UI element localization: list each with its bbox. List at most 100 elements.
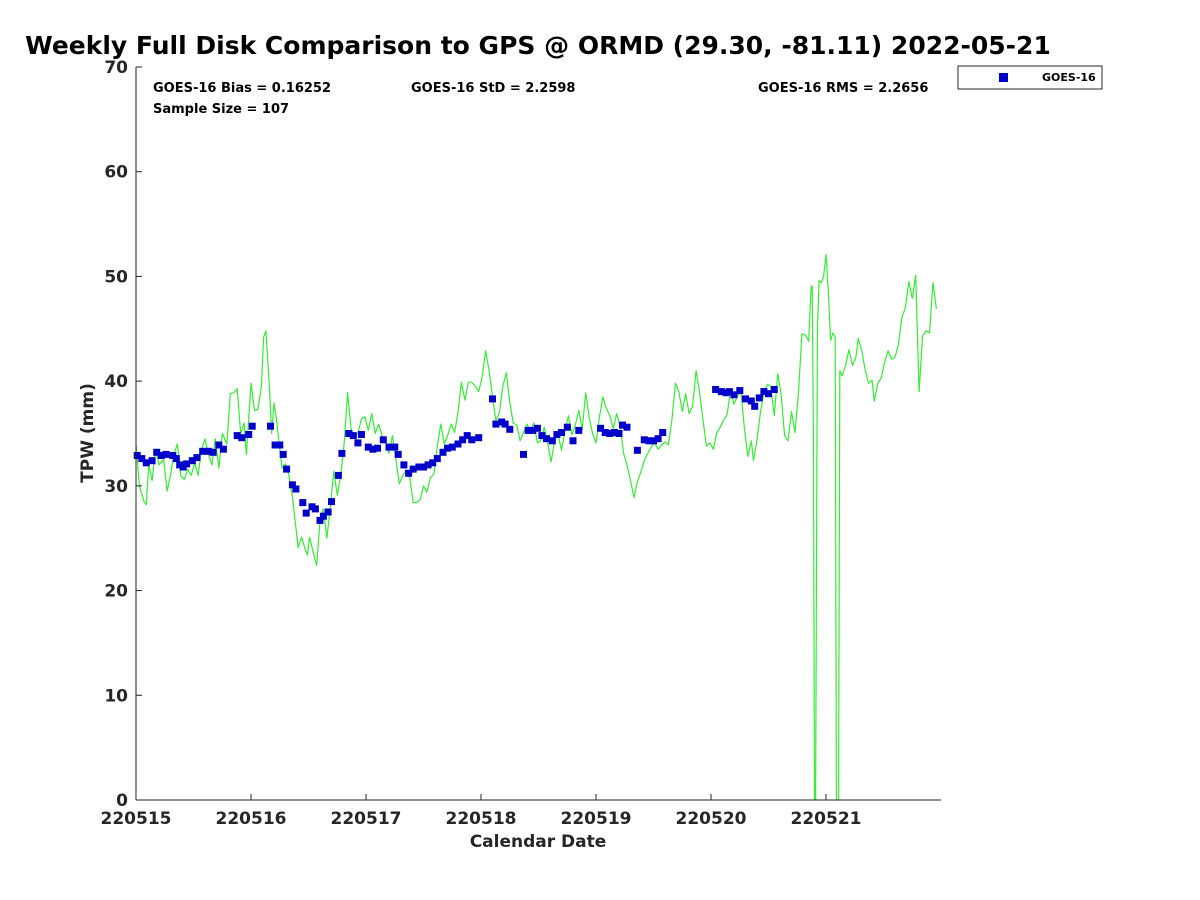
goes16-point bbox=[283, 465, 291, 473]
goes16-point bbox=[279, 450, 287, 458]
goes16-point bbox=[424, 461, 432, 469]
goes16-point bbox=[610, 429, 618, 436]
goes16-point bbox=[725, 388, 733, 396]
goes16-point bbox=[645, 437, 653, 445]
y-tick-label: 30 bbox=[104, 477, 128, 497]
goes16-point bbox=[623, 423, 631, 431]
y-tick-label: 70 bbox=[104, 58, 128, 78]
goes16-point bbox=[751, 402, 759, 410]
goes16-point bbox=[633, 446, 641, 454]
goes16-point bbox=[575, 426, 583, 434]
y-axis-label: TPW (mm) bbox=[78, 383, 98, 483]
goes16-point bbox=[248, 422, 256, 430]
axes bbox=[135, 67, 941, 801]
x-tick-label: 220519 bbox=[561, 809, 632, 829]
goes16-point bbox=[334, 471, 342, 479]
goes16-point bbox=[219, 445, 227, 453]
goes16-point bbox=[640, 436, 648, 444]
goes16-point bbox=[569, 437, 577, 445]
goes-series bbox=[133, 386, 778, 524]
goes16-point bbox=[506, 425, 514, 433]
goes16-point bbox=[162, 450, 170, 458]
goes16-point bbox=[311, 505, 319, 513]
legend-label-goes16: GOES-16 bbox=[1042, 71, 1096, 84]
goes16-point bbox=[659, 429, 667, 436]
x-tick-label: 220517 bbox=[331, 809, 402, 829]
goes16-point bbox=[193, 454, 201, 462]
goes16-point bbox=[364, 443, 372, 451]
goes16-point bbox=[770, 386, 778, 393]
legend-marker-goes16 bbox=[999, 73, 1008, 82]
goes16-point bbox=[267, 422, 274, 430]
goes16-point bbox=[172, 455, 180, 463]
goes16-point bbox=[444, 444, 452, 452]
goes16-point bbox=[157, 452, 165, 459]
goes16-point bbox=[299, 499, 307, 507]
goes16-point bbox=[501, 420, 509, 428]
goes16-point bbox=[391, 443, 399, 451]
goes16-point bbox=[379, 436, 387, 444]
goes16-point bbox=[276, 441, 284, 449]
y-ticks: 0 10 20 30 40 50 60 70 bbox=[104, 58, 142, 811]
goes16-point bbox=[747, 397, 755, 405]
goes16-point bbox=[563, 423, 571, 431]
goes16-point bbox=[369, 445, 377, 453]
goes16-point bbox=[288, 481, 296, 489]
goes16-point bbox=[529, 426, 537, 434]
goes16-point bbox=[433, 455, 441, 463]
goes16-point bbox=[153, 448, 161, 456]
goes16-point bbox=[520, 450, 527, 458]
goes16-point bbox=[188, 457, 196, 465]
goes16-point bbox=[316, 516, 324, 524]
x-axis-label: Calendar Date bbox=[470, 832, 607, 852]
goes16-point bbox=[742, 395, 749, 403]
x-ticks: 220515 220516 220517 220518 220519 220520 2205… bbox=[101, 794, 862, 829]
stats-box: GOES-16 Bias = 0.16252 GOES-16 StD = 2.2… bbox=[153, 81, 928, 117]
stat-bias: GOES-16 Bias = 0.16252 bbox=[153, 81, 331, 96]
goes16-point bbox=[394, 450, 402, 458]
x-tick-label: 220516 bbox=[216, 809, 287, 829]
goes16-point bbox=[619, 421, 626, 429]
goes16-point bbox=[650, 437, 657, 445]
goes16-point bbox=[199, 447, 207, 455]
goes16-point bbox=[354, 439, 362, 447]
gps-series bbox=[135, 253, 937, 801]
y-tick-label: 20 bbox=[104, 582, 128, 602]
goes16-point bbox=[319, 512, 327, 520]
goes16-point bbox=[238, 434, 246, 442]
goes16-point bbox=[215, 441, 223, 449]
goes16-point bbox=[204, 447, 212, 455]
x-tick-label: 220521 bbox=[791, 809, 862, 829]
goes16-point bbox=[760, 388, 768, 396]
goes16-point bbox=[420, 463, 427, 471]
x-tick-label: 220520 bbox=[676, 809, 747, 829]
goes16-point bbox=[730, 391, 738, 399]
x-tick-label: 220515 bbox=[101, 809, 172, 829]
goes16-point bbox=[374, 444, 381, 452]
goes16-point bbox=[454, 440, 462, 448]
stat-sample-size: Sample Size = 107 bbox=[153, 102, 289, 117]
gps-line bbox=[135, 253, 937, 801]
goes16-point bbox=[349, 432, 357, 440]
goes16-point bbox=[415, 463, 423, 471]
goes16-point bbox=[765, 390, 772, 398]
goes16-point bbox=[615, 430, 623, 437]
goes16-point bbox=[468, 436, 476, 444]
goes16-point bbox=[345, 430, 353, 437]
goes16-point bbox=[459, 436, 467, 444]
goes16-point bbox=[606, 430, 614, 437]
goes16-point bbox=[302, 509, 310, 517]
goes16-point bbox=[357, 431, 365, 438]
goes16-point bbox=[489, 395, 496, 403]
goes16-point bbox=[148, 457, 156, 465]
goes16-point bbox=[209, 448, 217, 456]
goes16-point bbox=[558, 429, 565, 436]
goes16-point bbox=[492, 420, 500, 428]
goes16-point bbox=[448, 443, 456, 451]
goes16-point bbox=[385, 443, 393, 451]
goes16-point bbox=[736, 387, 744, 395]
y-tick-label: 40 bbox=[104, 372, 128, 392]
goes16-point bbox=[601, 429, 609, 436]
goes16-point bbox=[405, 469, 413, 477]
